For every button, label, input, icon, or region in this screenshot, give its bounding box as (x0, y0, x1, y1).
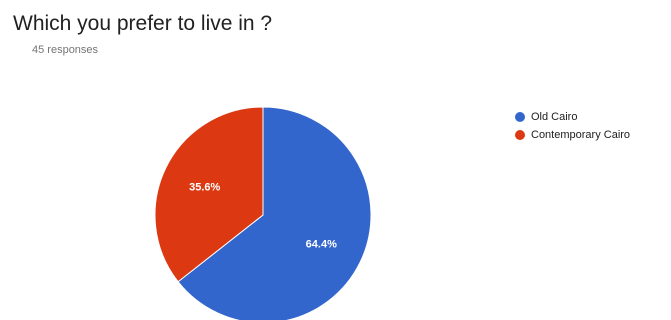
legend-swatch-icon (515, 111, 525, 122)
legend-label: Old Cairo (531, 110, 578, 123)
legend-item-old-cairo[interactable]: Old Cairo (515, 108, 630, 125)
data-label-contemporary-cairo: 35.6% (189, 182, 220, 194)
legend-swatch-icon (515, 129, 525, 140)
legend-item-contemporary-cairo[interactable]: Contemporary Cairo (515, 126, 630, 143)
response-count: 45 responses (32, 44, 99, 56)
pie-slice-contemporary-cairo[interactable] (154, 106, 264, 283)
chart-legend: Old Cairo Contemporary Cairo (515, 108, 630, 144)
question-title: Which you prefer to live in ? (13, 12, 273, 35)
legend-label: Contemporary Cairo (531, 128, 631, 141)
data-label-old-cairo: 64.4% (306, 238, 337, 250)
pie-slice-old-cairo[interactable] (177, 106, 372, 320)
